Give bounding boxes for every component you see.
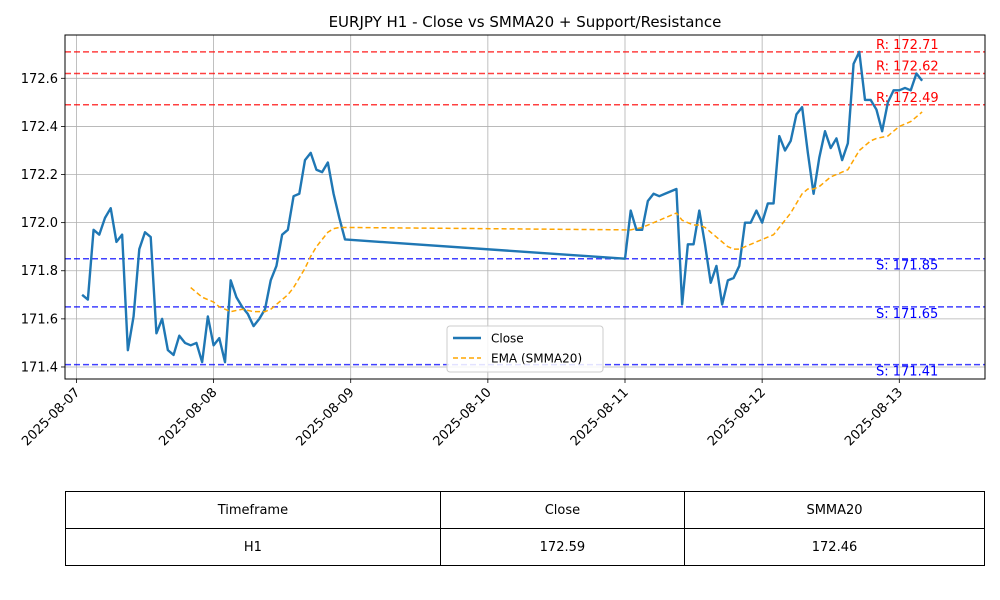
y-tick-label: 171.6 xyxy=(21,312,58,327)
x-tick-label: 2025-08-11 xyxy=(568,385,632,449)
resistance-label: R: 172.49 xyxy=(876,91,939,106)
smma20-line xyxy=(190,111,923,313)
series xyxy=(81,50,924,364)
y-tick-label: 172.4 xyxy=(21,120,58,135)
legend: Close EMA (SMMA20) xyxy=(446,325,604,373)
resistance-label: R: 172.62 xyxy=(876,59,939,74)
support-label: S: 171.41 xyxy=(876,365,938,380)
level-labels: R: 172.71 R: 172.62 R: 172.49 S: 171.85 S: 1… xyxy=(876,38,939,380)
y-tick-label: 172.2 xyxy=(21,168,58,183)
legend-box xyxy=(446,325,604,373)
x-tick-label: 2025-08-07 xyxy=(19,385,83,449)
support-label: S: 171.65 xyxy=(876,307,938,322)
x-tick-label: 2025-08-08 xyxy=(156,385,220,449)
y-tick-label: 171.4 xyxy=(21,360,58,375)
table-header-row: Timeframe Close SMMA20 xyxy=(65,491,985,529)
plot-frame xyxy=(64,34,986,380)
y-tick-label: 171.8 xyxy=(21,264,58,279)
table-cell: H1 xyxy=(65,528,441,566)
x-tick-label: 2025-08-09 xyxy=(294,385,358,449)
chart-title: EURJPY H1 - Close vs SMMA20 + Support/Re… xyxy=(329,13,722,31)
close-price-line xyxy=(81,50,924,364)
legend-smma-label: EMA (SMMA20) xyxy=(491,352,582,366)
table-cell: 172.59 xyxy=(439,528,686,566)
table-header-cell: SMMA20 xyxy=(684,491,985,529)
grid xyxy=(65,35,985,379)
resistance-label: R: 172.71 xyxy=(876,38,939,53)
table-header-cell: Close xyxy=(439,491,686,529)
chart: EURJPY H1 - Close vs SMMA20 + Support/Re… xyxy=(19,13,986,449)
legend-close-label: Close xyxy=(491,332,524,346)
y-tick-label: 172.0 xyxy=(21,216,58,231)
table-row: H1 172.59 172.46 xyxy=(65,528,985,566)
table-header-cell: Timeframe xyxy=(65,491,441,529)
x-tick-label: 2025-08-13 xyxy=(842,385,906,449)
x-tick-label: 2025-08-12 xyxy=(705,385,769,449)
table-cell: 172.46 xyxy=(684,528,985,566)
y-tick-label: 172.6 xyxy=(21,72,58,87)
x-tick-label: 2025-08-10 xyxy=(431,385,495,449)
summary-table: Timeframe Close SMMA20 H1 172.59 172.46 xyxy=(65,491,985,566)
support-resistance-levels xyxy=(65,51,985,366)
support-label: S: 171.85 xyxy=(876,259,938,274)
